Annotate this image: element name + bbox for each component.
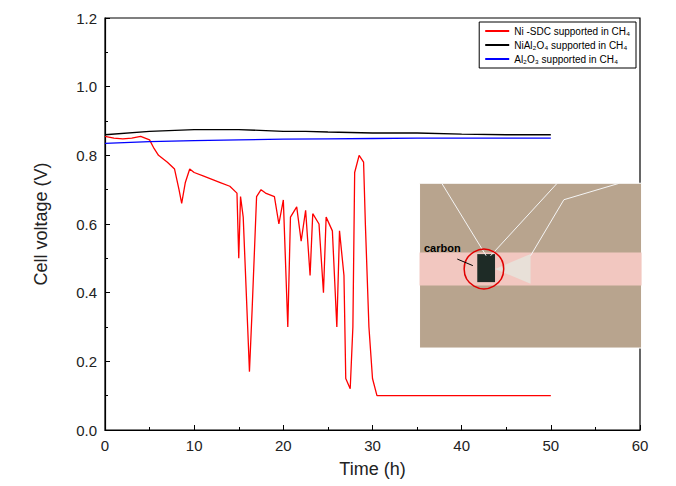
svg-text:Cell voltage (V): Cell voltage (V) <box>31 162 51 285</box>
svg-text:1.2: 1.2 <box>76 10 97 27</box>
svg-text:0: 0 <box>101 437 109 454</box>
svg-text:0.4: 0.4 <box>76 284 97 301</box>
svg-text:Ni -SDC supported in CH₄: Ni -SDC supported in CH₄ <box>514 26 630 37</box>
svg-text:10: 10 <box>186 437 203 454</box>
svg-text:carbon: carbon <box>424 242 461 254</box>
svg-text:Al₂O₃ supported in CH₄: Al₂O₃ supported in CH₄ <box>514 54 618 65</box>
svg-text:1.0: 1.0 <box>76 78 97 95</box>
svg-text:30: 30 <box>364 437 381 454</box>
svg-text:40: 40 <box>453 437 470 454</box>
svg-text:Time (h): Time (h) <box>339 459 405 479</box>
svg-text:NiAl₂O₄ supported in CH₄: NiAl₂O₄ supported in CH₄ <box>514 40 627 51</box>
svg-text:20: 20 <box>275 437 292 454</box>
svg-text:60: 60 <box>632 437 649 454</box>
svg-text:0.8: 0.8 <box>76 147 97 164</box>
svg-text:50: 50 <box>542 437 559 454</box>
svg-text:0.6: 0.6 <box>76 216 97 233</box>
svg-text:0.2: 0.2 <box>76 353 97 370</box>
svg-text:0.0: 0.0 <box>76 422 97 439</box>
